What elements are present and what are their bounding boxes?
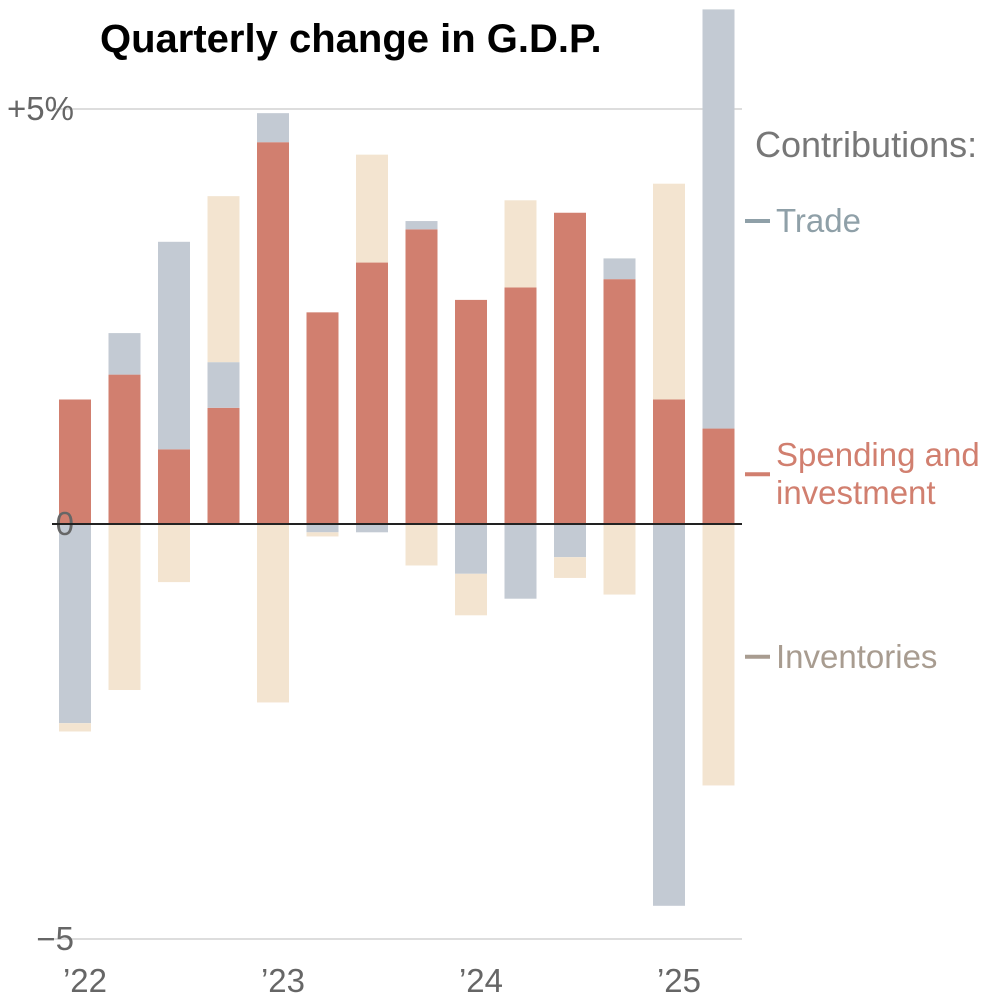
- axes: +5%0−5’22’23’24’25: [7, 90, 742, 999]
- chart-title: Quarterly change in G.D.P.: [100, 17, 602, 61]
- bar-spending-10: [554, 212, 586, 524]
- legend-label-line: Inventories: [776, 638, 937, 675]
- gridlines: [52, 108, 742, 940]
- bar-inventories-8: [455, 573, 487, 616]
- bar-spending-0: [59, 399, 91, 524]
- bar-inventories-13: [702, 524, 735, 786]
- bar-spending-3: [207, 407, 240, 524]
- bar-spending-2: [158, 449, 190, 524]
- bar-trade-2: [158, 241, 190, 450]
- legend: Contributions: Spending and investment Tra…: [745, 124, 980, 675]
- bar-trade-7: [405, 221, 438, 230]
- legend-label-inventories: Inventories: [776, 638, 937, 675]
- bar-inventories-11: [603, 524, 636, 595]
- bar-spending-9: [504, 287, 537, 524]
- bar-spending-13: [702, 428, 735, 524]
- y-tick-label: −5: [36, 920, 74, 957]
- x-tick-label: ’23: [261, 962, 305, 999]
- bar-inventories-5: [306, 532, 339, 537]
- bar-trade-3: [207, 362, 240, 408]
- bar-inventories-4: [257, 524, 289, 703]
- legend-label-spending: Spending and investment: [776, 436, 980, 511]
- x-tick-label: ’25: [657, 962, 701, 999]
- bar-trade-8: [455, 524, 487, 574]
- bar-inventories-1: [108, 524, 141, 690]
- bar-trade-12: [653, 524, 685, 906]
- bar-inventories-12: [653, 183, 685, 400]
- y-tick-label: +5%: [7, 90, 74, 127]
- legend-title: Contributions:: [755, 124, 977, 165]
- bar-trade-1: [108, 333, 141, 375]
- bar-spending-12: [653, 399, 685, 524]
- bar-inventories-0: [59, 723, 91, 732]
- bars: [59, 9, 735, 906]
- bar-trade-4: [257, 113, 289, 143]
- bar-trade-5: [306, 524, 339, 533]
- bar-inventories-3: [207, 196, 240, 363]
- bar-inventories-9: [504, 200, 537, 288]
- x-tick-label: ’24: [459, 962, 503, 999]
- legend-label-line: Trade: [776, 202, 861, 239]
- bar-spending-4: [257, 142, 289, 524]
- bar-trade-6: [356, 524, 388, 533]
- x-tick-label: ’22: [63, 962, 107, 999]
- legend-label-line: investment: [776, 474, 936, 511]
- bar-trade-11: [603, 258, 636, 280]
- legend-label-line: Spending and: [776, 436, 980, 473]
- bar-trade-13: [702, 9, 735, 429]
- bar-trade-9: [504, 524, 537, 599]
- bar-spending-11: [603, 279, 636, 524]
- bar-trade-0: [59, 524, 91, 724]
- bar-inventories-7: [405, 524, 438, 566]
- bar-trade-10: [554, 524, 586, 558]
- bar-inventories-10: [554, 557, 586, 578]
- bar-spending-7: [405, 229, 438, 524]
- bar-spending-5: [306, 312, 339, 524]
- legend-label-trade: Trade: [776, 202, 861, 239]
- bar-inventories-6: [356, 154, 388, 263]
- bar-spending-1: [108, 374, 141, 524]
- bar-spending-6: [356, 262, 388, 524]
- bar-inventories-2: [158, 524, 190, 583]
- bar-spending-8: [455, 299, 487, 524]
